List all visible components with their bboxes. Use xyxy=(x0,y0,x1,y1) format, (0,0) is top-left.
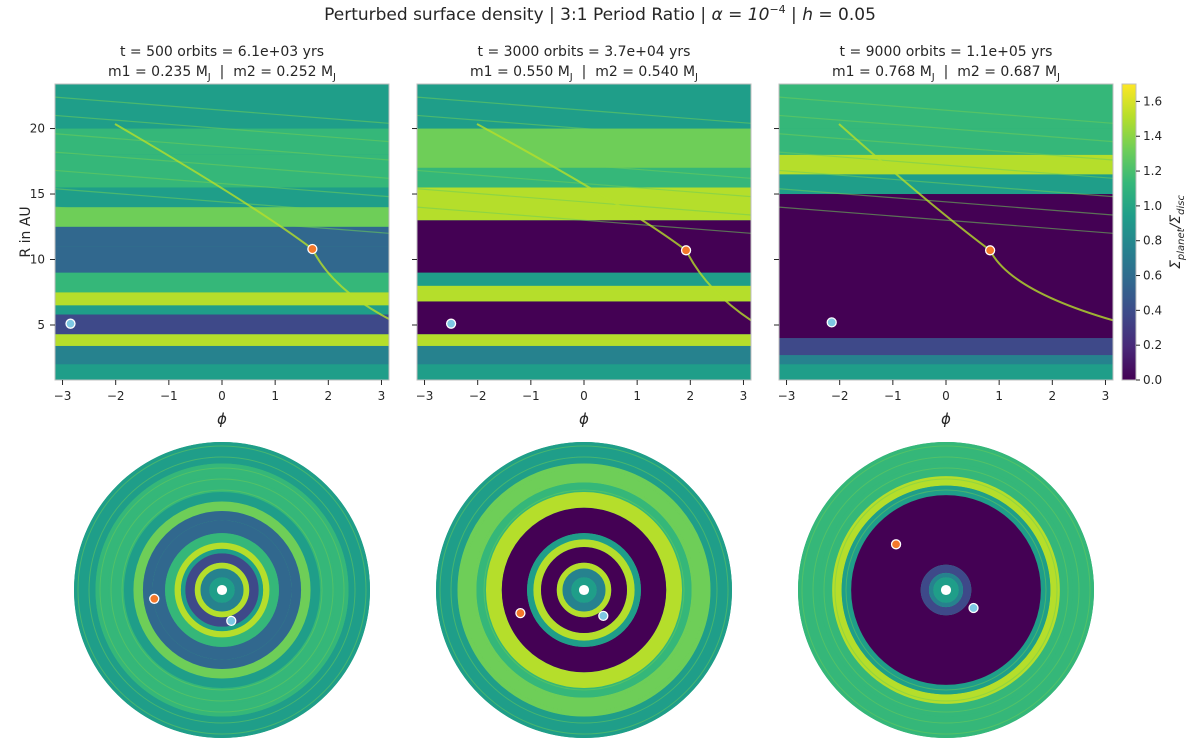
polar-disc-2 xyxy=(435,441,733,739)
colorbar-tick-label: 0.0 xyxy=(1143,373,1162,387)
disc-planet-marker-1 xyxy=(226,615,237,627)
y-tick-label: 10 xyxy=(30,253,45,267)
x-tick-label: 1 xyxy=(633,389,641,403)
planet-marker-2 xyxy=(680,245,692,256)
x-tick-label: 2 xyxy=(686,389,694,403)
disc-planet-marker-2 xyxy=(515,608,526,619)
polar-disc-3 xyxy=(797,441,1095,739)
planet-marker-2 xyxy=(307,243,318,255)
x-tick-label: −3 xyxy=(54,389,72,403)
x-axis-label: ϕ xyxy=(579,410,589,428)
heatmap-image xyxy=(417,84,751,380)
y-tick-label: 15 xyxy=(30,187,45,201)
heatmap-panel-3: −3 −2 −1 0 1 2 3 ϕ xyxy=(774,83,1114,428)
x-tick-label: 2 xyxy=(1048,389,1056,403)
heatmap-panel-2: −3 −2 −1 0 1 2 3 ϕ xyxy=(412,83,752,428)
colorbar-gradient xyxy=(1121,83,1137,381)
x-tick-label: 0 xyxy=(580,389,588,403)
panel-titles: t = 500 orbits = 6.1e+03 yrs m1 = 0.235 … xyxy=(108,44,1060,83)
heatmap-image xyxy=(55,84,389,380)
colorbar-tick-label: 0.8 xyxy=(1143,234,1162,248)
x-tick-label: −2 xyxy=(469,389,487,403)
x-tick-label: 3 xyxy=(740,389,748,403)
colorbar-tick-label: 0.6 xyxy=(1143,269,1162,283)
x-axis-label: ϕ xyxy=(941,410,951,428)
x-tick-label: 3 xyxy=(378,389,386,403)
x-tick-label: 1 xyxy=(995,389,1003,403)
x-tick-label: 0 xyxy=(942,389,950,403)
colorbar-tick-label: 0.4 xyxy=(1143,303,1162,317)
y-axis-label: R in AU xyxy=(18,206,34,257)
panel-3-masses: m1 = 0.768 MJ | m2 = 0.687 MJ xyxy=(832,64,1060,83)
x-tick-label: −3 xyxy=(416,389,434,403)
panel-1-masses: m1 = 0.235 MJ | m2 = 0.252 MJ xyxy=(108,64,336,83)
x-tick-label: −1 xyxy=(884,389,902,403)
heatmap-panel-1: −3 −2 −1 0 1 2 3 ϕ 5 10 15 20 xyxy=(30,83,390,428)
polar-discs xyxy=(73,441,1095,739)
colorbar-label: Σplanet/Σdisc xyxy=(1168,195,1187,269)
polar-disc-1 xyxy=(73,441,371,739)
disc-planet-marker-1 xyxy=(598,610,609,621)
planet-marker-1 xyxy=(826,317,837,328)
planet-marker-2 xyxy=(984,245,996,256)
planet-marker-1 xyxy=(65,318,76,329)
colorbar-tick-label: 1.0 xyxy=(1143,199,1162,213)
panel-2-masses: m1 = 0.550 MJ | m2 = 0.540 MJ xyxy=(470,64,698,83)
x-axis-label: ϕ xyxy=(217,410,227,428)
colorbar-tick-label: 1.6 xyxy=(1143,94,1162,108)
colorbar-tick-label: 1.4 xyxy=(1143,129,1162,143)
colorbar-tick-label: 0.2 xyxy=(1143,338,1162,352)
x-tick-label: 3 xyxy=(1102,389,1110,403)
panel-1-title: t = 500 orbits = 6.1e+03 yrs xyxy=(120,44,324,60)
y-tick-label: 5 xyxy=(37,318,45,332)
figure-title: Perturbed surface density | 3:1 Period R… xyxy=(324,3,876,25)
panel-2-title: t = 3000 orbits = 3.7e+04 yrs xyxy=(478,44,691,60)
disc-planet-marker-1 xyxy=(968,602,979,614)
x-tick-label: −3 xyxy=(778,389,796,403)
x-tick-label: −1 xyxy=(522,389,540,403)
heatmap-panels: −3 −2 −1 0 1 2 3 ϕ 5 10 15 20 −3 −2 −1 0 1 2 3 ϕ −3 −2 −1 0 1 2 3 ϕ xyxy=(30,83,1114,428)
disc-planet-marker-2 xyxy=(149,593,160,604)
x-tick-label: −2 xyxy=(107,389,125,403)
x-tick-label: 0 xyxy=(218,389,226,403)
x-tick-label: 2 xyxy=(324,389,332,403)
heatmap-image xyxy=(779,84,1113,380)
colorbar: 0.0 0.2 0.4 0.6 0.8 1.0 1.2 1.4 1.6 xyxy=(1121,83,1162,387)
x-tick-label: −2 xyxy=(831,389,849,403)
x-tick-label: 1 xyxy=(271,389,279,403)
planet-marker-1 xyxy=(445,318,457,329)
panel-3-title: t = 9000 orbits = 1.1e+05 yrs xyxy=(840,44,1053,60)
x-tick-label: −1 xyxy=(160,389,178,403)
colorbar-tick-label: 1.2 xyxy=(1143,164,1162,178)
disc-planet-marker-2 xyxy=(890,539,902,550)
y-tick-label: 20 xyxy=(30,122,45,136)
